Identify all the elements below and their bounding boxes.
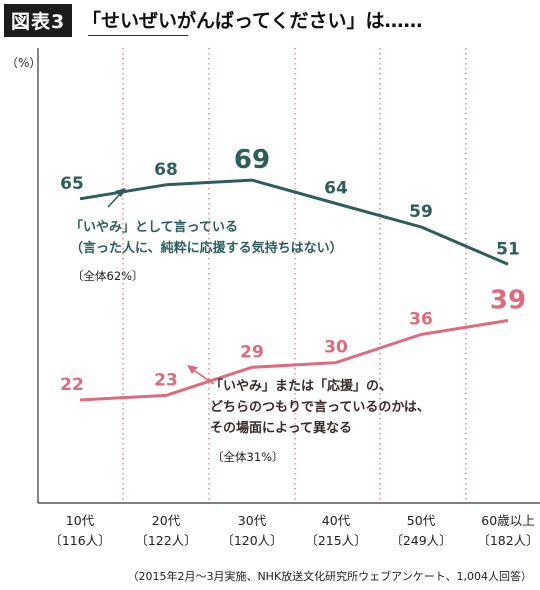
data-label: 65 — [60, 174, 84, 194]
annotation-iyami-line1: 「いやみ」として言っている — [70, 220, 238, 235]
source-note: （2015年2月〜3月実施、NHK放送文化研究所ウェブアンケート、1,004人回… — [127, 570, 532, 583]
series-line-1 — [79, 178, 509, 266]
annotation-either-pointer-head — [187, 365, 198, 374]
y-unit-label: （%） — [6, 56, 42, 70]
annotation-iyami: 「いやみ」として言っている （言った人に、純粋に応援する気持ちはない） — [70, 218, 343, 260]
x-tick-label: 40代 — [322, 513, 351, 528]
x-tick-count: 〔215人〕 — [305, 533, 366, 548]
annotation-iyami-pointer-head — [115, 188, 126, 197]
annotation-either-pointer — [191, 368, 215, 385]
annotation-either-line2: どちらのつもりで言っているのかは、 — [210, 399, 430, 415]
x-tick-label: 60歳以上 — [481, 513, 534, 528]
data-label: 39 — [490, 285, 526, 315]
x-tick-count: 〔182人〕 — [477, 533, 538, 548]
x-tick-label: 50代 — [407, 513, 436, 528]
figure-label: 図表3 — [4, 4, 73, 37]
annotation-either: 「いやみ」または「応援」の、 どちらのつもりで言っているのかは、 その場面によっ… — [210, 377, 430, 439]
x-tick-count: 〔116人〕 — [49, 533, 110, 548]
x-tick-count: 〔120人〕 — [221, 533, 282, 548]
x-tick-label: 10代 — [66, 513, 95, 528]
x-tick-count: 〔122人〕 — [135, 533, 196, 548]
data-label: 30 — [324, 338, 348, 358]
series-line-2 — [79, 319, 509, 402]
title-underline — [88, 35, 188, 36]
data-label: 68 — [154, 160, 178, 180]
annotation-either-total: 〔全体31%〕 — [212, 450, 284, 464]
x-tick-label: 20代 — [152, 513, 181, 528]
data-label: 59 — [409, 202, 433, 222]
annotation-iyami-total: 〔全体62%〕 — [72, 269, 144, 283]
annotation-iyami-line2: （言った人に、純粋に応援する気持ちはない） — [70, 240, 343, 256]
data-label: 22 — [60, 375, 84, 395]
figure-header: 図表3 「せいぜいがんばってください」は…… — [0, 0, 540, 40]
annotation-either-line1: 「いやみ」または「応援」の、 — [210, 379, 393, 394]
data-label: 36 — [409, 310, 433, 330]
data-label: 69 — [234, 145, 270, 175]
data-label: 29 — [240, 342, 264, 362]
data-label: 23 — [154, 370, 178, 390]
figure-title: 「せいぜいがんばってください」は…… — [82, 10, 423, 32]
data-label: 51 — [496, 239, 520, 259]
x-tick-count: 〔249人〕 — [390, 533, 451, 548]
annotation-either-line3: その場面によって異なる — [210, 420, 352, 436]
data-label: 64 — [324, 178, 348, 198]
x-tick-label: 30代 — [238, 513, 267, 528]
